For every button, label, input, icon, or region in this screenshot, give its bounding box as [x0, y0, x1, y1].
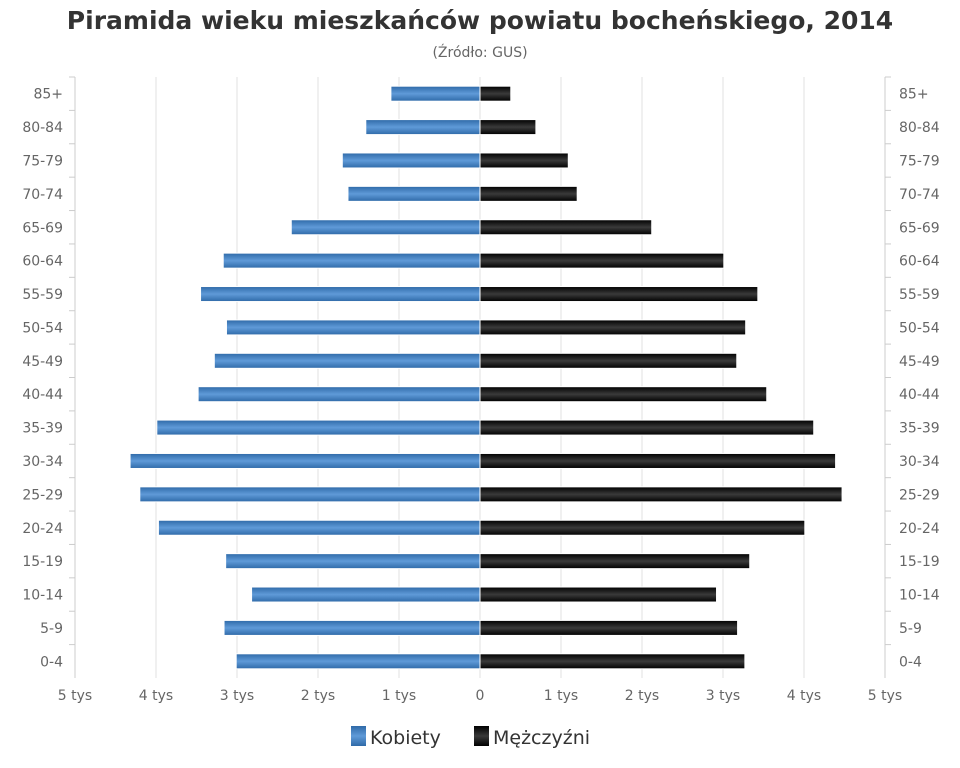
y-tick-label-right: 25-29	[899, 487, 940, 503]
y-tick-label-right: 85+	[899, 87, 929, 103]
bar-kobiety	[157, 519, 481, 536]
bar-mezczyzni	[479, 219, 653, 236]
bar-kobiety	[251, 586, 481, 603]
bar-kobiety	[223, 619, 481, 636]
bar-kobiety	[156, 419, 481, 436]
y-tick-label-left: 5-9	[40, 621, 63, 637]
y-tick-label-right: 30-34	[899, 454, 940, 470]
x-tick-label: 5 tys	[868, 688, 902, 704]
y-tick-label-left: 40-44	[22, 387, 63, 403]
y-tick-label-left: 25-29	[22, 487, 63, 503]
bar-mezczyzni	[479, 152, 569, 169]
y-tick-label-right: 15-19	[899, 554, 940, 570]
y-tick-label-left: 70-74	[22, 187, 63, 203]
bar-mezczyzni	[479, 119, 537, 136]
bar-kobiety	[235, 653, 481, 670]
legend-swatch-mezczyzni	[474, 726, 489, 746]
y-tick-label-left: 30-34	[22, 454, 63, 470]
y-tick-label-right: 35-39	[899, 421, 940, 437]
bar-mezczyzni	[479, 85, 512, 102]
bar-mezczyzni	[479, 586, 718, 603]
bar-mezczyzni	[479, 252, 725, 269]
y-tick-label-right: 5-9	[899, 621, 922, 637]
bar-mezczyzni	[479, 553, 751, 570]
bar-mezczyzni	[479, 452, 837, 469]
bar-mezczyzni	[479, 619, 739, 636]
y-tick-label-left: 45-49	[22, 354, 63, 370]
legend-swatch-kobiety	[351, 726, 366, 746]
bar-kobiety	[225, 553, 481, 570]
y-tick-label-left: 85+	[33, 87, 63, 103]
x-tick-label: 3 tys	[706, 688, 740, 704]
y-tick-label-right: 40-44	[899, 387, 940, 403]
y-tick-label-left: 35-39	[22, 421, 63, 437]
x-tick-label: 1 tys	[382, 688, 416, 704]
y-tick-label-right: 60-64	[899, 254, 940, 270]
y-tick-label-right: 80-84	[899, 120, 940, 136]
y-tick-label-left: 60-64	[22, 254, 63, 270]
y-tick-label-left: 0-4	[40, 654, 63, 670]
y-tick-label-right: 50-54	[899, 320, 940, 336]
y-tick-label-right: 0-4	[899, 654, 922, 670]
chart-subtitle: (Źródło: GUS)	[432, 45, 528, 61]
y-tick-label-right: 20-24	[899, 521, 940, 537]
bar-kobiety	[213, 352, 481, 369]
bar-mezczyzni	[479, 319, 747, 336]
chart-title: Piramida wieku mieszkańców powiatu boche…	[66, 6, 894, 35]
y-tick-label-left: 65-69	[22, 220, 63, 236]
y-tick-label-left: 20-24	[22, 521, 63, 537]
bar-kobiety	[139, 486, 481, 503]
bar-kobiety	[200, 286, 481, 303]
x-tick-label: 0	[476, 688, 485, 704]
bar-mezczyzni	[479, 419, 815, 436]
x-tick-label: 2 tys	[301, 688, 335, 704]
x-tick-label: 1 tys	[544, 688, 578, 704]
y-tick-label-right: 75-79	[899, 153, 940, 169]
y-tick-label-left: 50-54	[22, 320, 63, 336]
x-tick-label: 2 tys	[625, 688, 659, 704]
y-tick-label-right: 10-14	[899, 588, 940, 604]
y-tick-label-right: 70-74	[899, 187, 940, 203]
y-tick-label-left: 15-19	[22, 554, 63, 570]
bar-kobiety	[197, 386, 481, 403]
bar-kobiety	[290, 219, 481, 236]
y-tick-label-right: 65-69	[899, 220, 940, 236]
x-tick-label: 4 tys	[787, 688, 821, 704]
bar-mezczyzni	[479, 352, 738, 369]
y-tick-label-left: 75-79	[22, 153, 63, 169]
bar-kobiety	[341, 152, 481, 169]
bar-mezczyzni	[479, 286, 759, 303]
bar-mezczyzni	[479, 185, 578, 202]
y-tick-label-left: 10-14	[22, 588, 63, 604]
legend: Kobiety Mężczyźni	[351, 726, 590, 749]
bar-mezczyzni	[479, 386, 768, 403]
y-tick-label-right: 55-59	[899, 287, 940, 303]
legend-label-mezczyzni: Mężczyźni	[493, 727, 590, 749]
bar-mezczyzni	[479, 653, 746, 670]
x-tick-label: 4 tys	[139, 688, 173, 704]
bar-kobiety	[225, 319, 481, 336]
bar-kobiety	[365, 119, 481, 136]
legend-label-kobiety: Kobiety	[370, 727, 441, 749]
bar-mezczyzni	[479, 486, 843, 503]
bar-kobiety	[390, 85, 481, 102]
bar-kobiety	[129, 452, 481, 469]
bar-kobiety	[347, 185, 481, 202]
y-tick-label-right: 45-49	[899, 354, 940, 370]
bar-mezczyzni	[479, 519, 806, 536]
bar-kobiety	[222, 252, 481, 269]
y-tick-label-left: 55-59	[22, 287, 63, 303]
y-tick-label-left: 80-84	[22, 120, 63, 136]
x-tick-label: 3 tys	[220, 688, 254, 704]
x-tick-label: 5 tys	[58, 688, 92, 704]
